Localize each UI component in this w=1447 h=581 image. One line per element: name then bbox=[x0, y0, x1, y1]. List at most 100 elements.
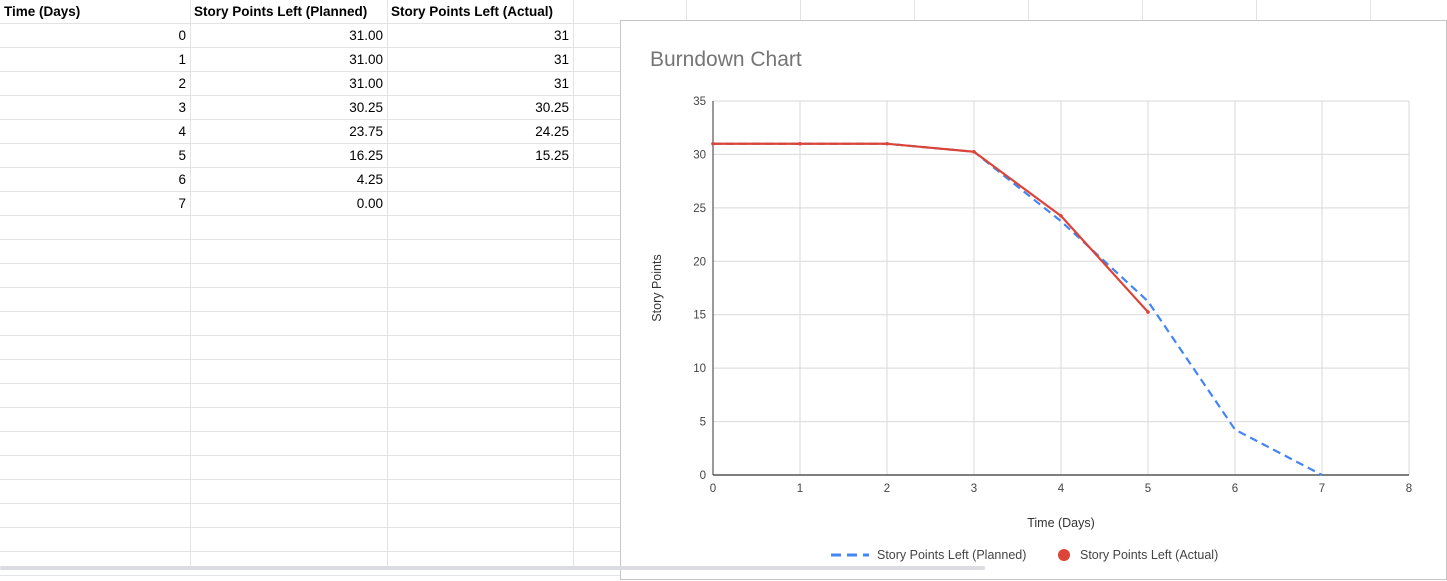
column-header-cell[interactable]: Story Points Left (Actual) bbox=[391, 4, 554, 19]
data-cell[interactable] bbox=[0, 504, 190, 527]
data-cell[interactable] bbox=[387, 528, 573, 551]
data-cell[interactable] bbox=[190, 336, 387, 359]
data-cell[interactable] bbox=[0, 216, 190, 239]
column-header-cell[interactable]: Time (Days) bbox=[4, 4, 81, 19]
data-cell[interactable] bbox=[190, 384, 387, 407]
data-cell[interactable] bbox=[0, 408, 190, 431]
data-cell[interactable] bbox=[387, 552, 573, 575]
data-cell[interactable] bbox=[387, 216, 573, 239]
data-cell[interactable]: 0 bbox=[178, 28, 186, 43]
x-tick-label: 0 bbox=[710, 483, 716, 495]
data-cell[interactable] bbox=[0, 384, 190, 407]
actual-data-point bbox=[1146, 310, 1150, 314]
data-cell[interactable]: 3 bbox=[178, 100, 186, 115]
data-cell[interactable] bbox=[190, 240, 387, 263]
data-cell[interactable]: 30.25 bbox=[349, 100, 383, 115]
data-cell[interactable] bbox=[0, 528, 190, 551]
y-tick-label: 15 bbox=[693, 310, 706, 322]
chart-plot: 0 5 10 15 20 25 30 35 0 1 2 3 4 5 6 7 8 Time (Days) Story … bbox=[650, 96, 1412, 562]
horizontal-scrollbar[interactable] bbox=[0, 566, 985, 570]
x-tick-label: 2 bbox=[884, 483, 890, 495]
y-tick-label: 25 bbox=[693, 203, 706, 215]
x-tick-label: 5 bbox=[1145, 483, 1151, 495]
data-cell[interactable] bbox=[190, 528, 387, 551]
column-divider bbox=[573, 0, 574, 570]
legend-actual-label: Story Points Left (Actual) bbox=[1080, 548, 1218, 562]
data-cell[interactable] bbox=[387, 432, 573, 455]
data-cell[interactable] bbox=[387, 384, 573, 407]
data-cell[interactable]: 16.25 bbox=[349, 148, 383, 163]
actual-data-point bbox=[972, 149, 976, 154]
data-cell[interactable] bbox=[190, 432, 387, 455]
data-cell[interactable] bbox=[387, 480, 573, 503]
y-axis-label: Story Points bbox=[650, 254, 664, 321]
data-cell[interactable] bbox=[387, 264, 573, 287]
x-axis-label: Time (Days) bbox=[1027, 516, 1095, 530]
data-cell[interactable]: 31 bbox=[553, 28, 569, 43]
data-cell[interactable] bbox=[190, 360, 387, 383]
actual-data-point bbox=[711, 141, 715, 146]
x-tick-label: 1 bbox=[797, 483, 803, 495]
x-tick-label: 6 bbox=[1232, 483, 1238, 495]
data-cell[interactable] bbox=[387, 288, 573, 311]
data-cell[interactable]: 30.25 bbox=[535, 100, 569, 115]
data-cell[interactable]: 31.00 bbox=[349, 76, 383, 91]
data-cell[interactable] bbox=[190, 216, 387, 239]
data-cell[interactable] bbox=[0, 456, 190, 479]
column-header-cell[interactable]: Story Points Left (Planned) bbox=[194, 4, 368, 19]
data-cell[interactable] bbox=[0, 480, 190, 503]
data-cell[interactable] bbox=[0, 240, 190, 263]
data-cell[interactable] bbox=[387, 312, 573, 335]
data-cell[interactable]: 15.25 bbox=[535, 148, 569, 163]
y-tick-label: 35 bbox=[693, 96, 706, 108]
data-cell[interactable] bbox=[190, 552, 387, 575]
data-cell[interactable]: 31 bbox=[553, 52, 569, 67]
data-cell[interactable] bbox=[387, 192, 573, 215]
data-cell[interactable] bbox=[190, 408, 387, 431]
data-cell[interactable] bbox=[0, 336, 190, 359]
column-divider bbox=[387, 0, 388, 570]
chart-title: Burndown Chart bbox=[650, 48, 802, 71]
legend-planned-label: Story Points Left (Planned) bbox=[877, 548, 1026, 562]
data-cell[interactable] bbox=[190, 312, 387, 335]
planned-series-line bbox=[713, 142, 1323, 476]
data-cell[interactable]: 1 bbox=[178, 52, 186, 67]
data-cell[interactable]: 0.00 bbox=[356, 196, 383, 211]
data-cell[interactable]: 4 bbox=[178, 124, 186, 139]
data-cell[interactable]: 5 bbox=[178, 148, 186, 163]
actual-data-point bbox=[798, 141, 802, 146]
data-cell[interactable] bbox=[0, 312, 190, 335]
data-cell[interactable] bbox=[387, 168, 573, 191]
data-cell[interactable] bbox=[0, 288, 190, 311]
data-cell[interactable] bbox=[387, 408, 573, 431]
burndown-chart[interactable]: Burndown Chart 0 5 10 15 20 25 30 35 0 1 2 3 4 5 6 7 8 Ti… bbox=[620, 20, 1447, 580]
data-cell[interactable] bbox=[0, 552, 190, 575]
y-tick-label: 0 bbox=[700, 470, 706, 482]
data-cell[interactable] bbox=[0, 264, 190, 287]
data-cell[interactable]: 31.00 bbox=[349, 52, 383, 67]
data-cell[interactable]: 31.00 bbox=[349, 28, 383, 43]
actual-data-point bbox=[1059, 214, 1063, 218]
actual-series-line bbox=[713, 142, 1149, 313]
data-cell[interactable] bbox=[190, 456, 387, 479]
y-tick-label: 30 bbox=[693, 149, 706, 161]
data-cell[interactable] bbox=[387, 240, 573, 263]
data-cell[interactable] bbox=[190, 504, 387, 527]
data-cell[interactable]: 6 bbox=[178, 172, 186, 187]
data-cell[interactable] bbox=[387, 456, 573, 479]
data-cell[interactable] bbox=[190, 264, 387, 287]
data-cell[interactable]: 2 bbox=[178, 76, 186, 91]
actual-data-point bbox=[885, 141, 889, 146]
data-cell[interactable] bbox=[0, 432, 190, 455]
data-cell[interactable] bbox=[387, 336, 573, 359]
data-cell[interactable] bbox=[190, 288, 387, 311]
data-cell[interactable] bbox=[387, 360, 573, 383]
data-cell[interactable]: 7 bbox=[178, 196, 186, 211]
data-cell[interactable] bbox=[190, 480, 387, 503]
data-cell[interactable]: 31 bbox=[553, 76, 569, 91]
data-cell[interactable]: 4.25 bbox=[356, 172, 383, 187]
data-cell[interactable] bbox=[0, 360, 190, 383]
data-cell[interactable]: 24.25 bbox=[535, 124, 569, 139]
data-cell[interactable]: 23.75 bbox=[349, 124, 383, 139]
data-cell[interactable] bbox=[387, 504, 573, 527]
